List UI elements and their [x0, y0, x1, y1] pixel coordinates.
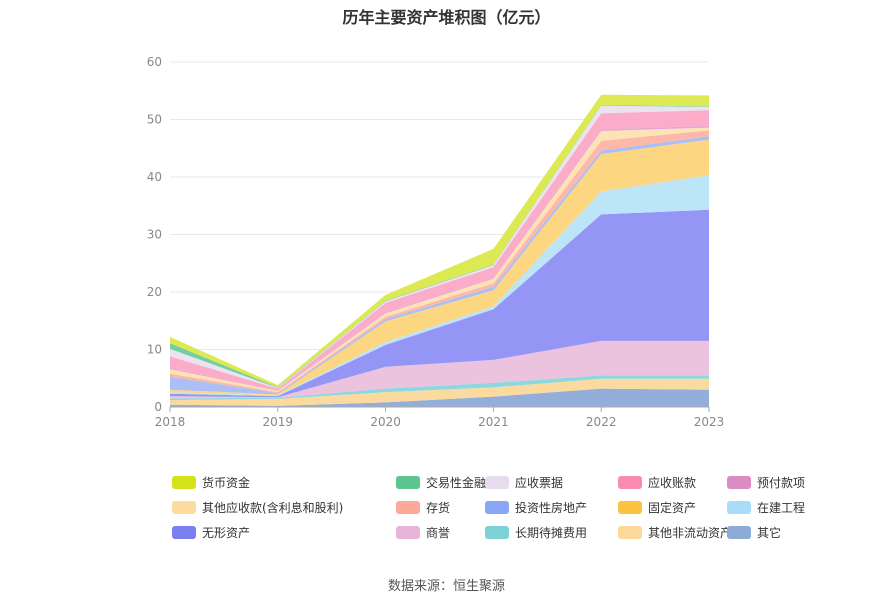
y-tick-label: 30: [147, 228, 162, 242]
legend-swatch: [618, 525, 642, 539]
legend-swatch: [396, 475, 420, 489]
area-series-长期待摊费用: [170, 375, 709, 401]
legend-label: 无形资产: [202, 525, 251, 540]
legend-item[interactable]: 应收账款: [618, 472, 696, 492]
area-series-无形资产: [170, 209, 709, 398]
legend-swatch: [485, 475, 509, 489]
legend-label: 货币资金: [202, 475, 251, 490]
legend-label: 固定资产: [648, 500, 697, 515]
legend-swatch: [485, 525, 509, 539]
y-tick-label: 60: [147, 55, 162, 69]
legend-swatch: [172, 500, 196, 514]
y-tick-label: 20: [147, 285, 162, 299]
legend-swatch: [727, 525, 751, 539]
legend-item[interactable]: 固定资产: [618, 497, 696, 517]
x-tick-label: 2021: [478, 415, 509, 429]
axes: 0 10 20 30 40 50 60 2018 2019 2020 2021 2022 2023: [147, 55, 725, 429]
area-series-其它: [170, 388, 709, 407]
y-tick-label: 0: [154, 400, 162, 414]
legend-swatch: [618, 475, 642, 489]
legend-item[interactable]: 投资性房地产: [485, 497, 587, 517]
legend-item[interactable]: 其它: [727, 522, 781, 542]
legend-swatch: [485, 500, 509, 514]
legend-item[interactable]: 存货: [396, 497, 450, 517]
area-series-在建工程: [170, 175, 709, 397]
y-tick-label: 10: [147, 343, 162, 357]
legend-swatch: [396, 500, 420, 514]
legend-label: 预付款项: [757, 475, 806, 490]
area-series-其他非流动资产: [170, 378, 709, 406]
legend-label: 其他应收款(含利息和股利): [202, 500, 344, 515]
x-tick-label: 2019: [263, 415, 294, 429]
legend-item[interactable]: 货币资金: [172, 472, 250, 492]
x-tick-label: 2020: [370, 415, 401, 429]
legend-swatch: [727, 475, 751, 489]
area-series-商誉: [170, 340, 709, 399]
legend-label: 应收票据: [515, 475, 564, 490]
legend-label: 其它: [757, 525, 782, 540]
area-series-固定资产: [170, 139, 709, 396]
x-tick-label: 2023: [694, 415, 725, 429]
legend-swatch: [727, 500, 751, 514]
y-tick-label: 40: [147, 170, 162, 184]
x-tick-label: 2022: [586, 415, 617, 429]
legend-item[interactable]: 在建工程: [727, 497, 805, 517]
legend-label: 在建工程: [757, 500, 806, 515]
legend-item[interactable]: 商誉: [396, 522, 450, 542]
legend-item[interactable]: 长期待摊费用: [485, 522, 587, 542]
chart-title: 历年主要资产堆积图（亿元）: [342, 8, 551, 27]
legend-swatch: [396, 525, 420, 539]
legend-swatch: [172, 525, 196, 539]
x-tick-label: 2018: [155, 415, 186, 429]
source-note: 数据来源：恒生聚源: [387, 579, 505, 594]
legend-label: 存货: [426, 500, 451, 515]
legend-label: 商誉: [426, 525, 451, 540]
area-series: [170, 94, 709, 407]
legend-item[interactable]: 无形资产: [172, 522, 250, 542]
legend-item[interactable]: 其他非流动资产: [618, 522, 732, 542]
legend-label: 应收账款: [648, 475, 697, 490]
legend-label: 长期待摊费用: [515, 525, 588, 540]
legend-item[interactable]: 预付款项: [727, 472, 805, 492]
legend-item[interactable]: 应收票据: [485, 472, 563, 492]
legend-label: 投资性房地产: [515, 500, 588, 515]
legend-swatch: [618, 500, 642, 514]
legend-label: 其他非流动资产: [648, 525, 733, 540]
legend-item[interactable]: 其他应收款(含利息和股利): [172, 497, 343, 517]
legend-swatch: [172, 475, 196, 489]
y-tick-label: 50: [147, 113, 162, 127]
